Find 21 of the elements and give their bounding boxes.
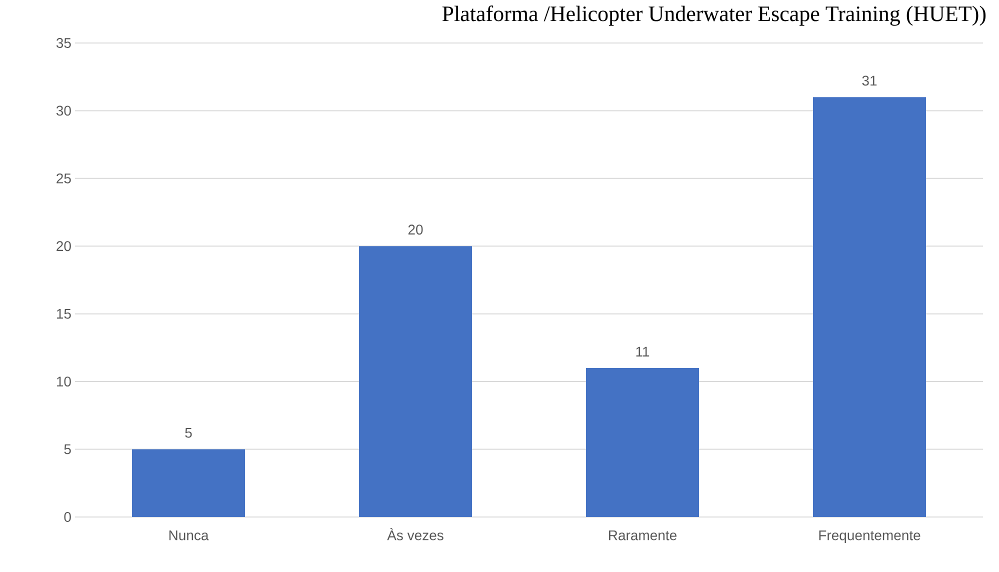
y-tick-label: 5 bbox=[64, 444, 71, 454]
y-tick-label: 35 bbox=[56, 38, 71, 48]
bar bbox=[359, 246, 472, 517]
x-tick-label: Frequentemente bbox=[819, 530, 920, 544]
bar bbox=[132, 449, 246, 517]
x-tick-label: Raramente bbox=[609, 530, 676, 540]
bar bbox=[813, 97, 926, 517]
data-label: 31 bbox=[862, 76, 877, 86]
y-tick-label: 15 bbox=[56, 308, 71, 319]
data-label: 20 bbox=[408, 224, 423, 235]
x-tick-label: Nunca bbox=[169, 530, 209, 540]
data-label: 5 bbox=[185, 428, 192, 438]
x-tick-label: Às vezes bbox=[387, 528, 444, 540]
data-label: 11 bbox=[636, 346, 650, 356]
bar bbox=[586, 368, 699, 517]
y-tick-label: 20 bbox=[56, 241, 71, 252]
chart-title: Plataforma /Helicopter Underwater Escape Training (HUET)) bbox=[442, 6, 986, 26]
y-tick-label: 25 bbox=[56, 173, 71, 184]
y-tick-label: 0 bbox=[64, 512, 71, 522]
y-tick-label: 10 bbox=[56, 376, 71, 387]
y-tick-label: 30 bbox=[56, 106, 71, 116]
